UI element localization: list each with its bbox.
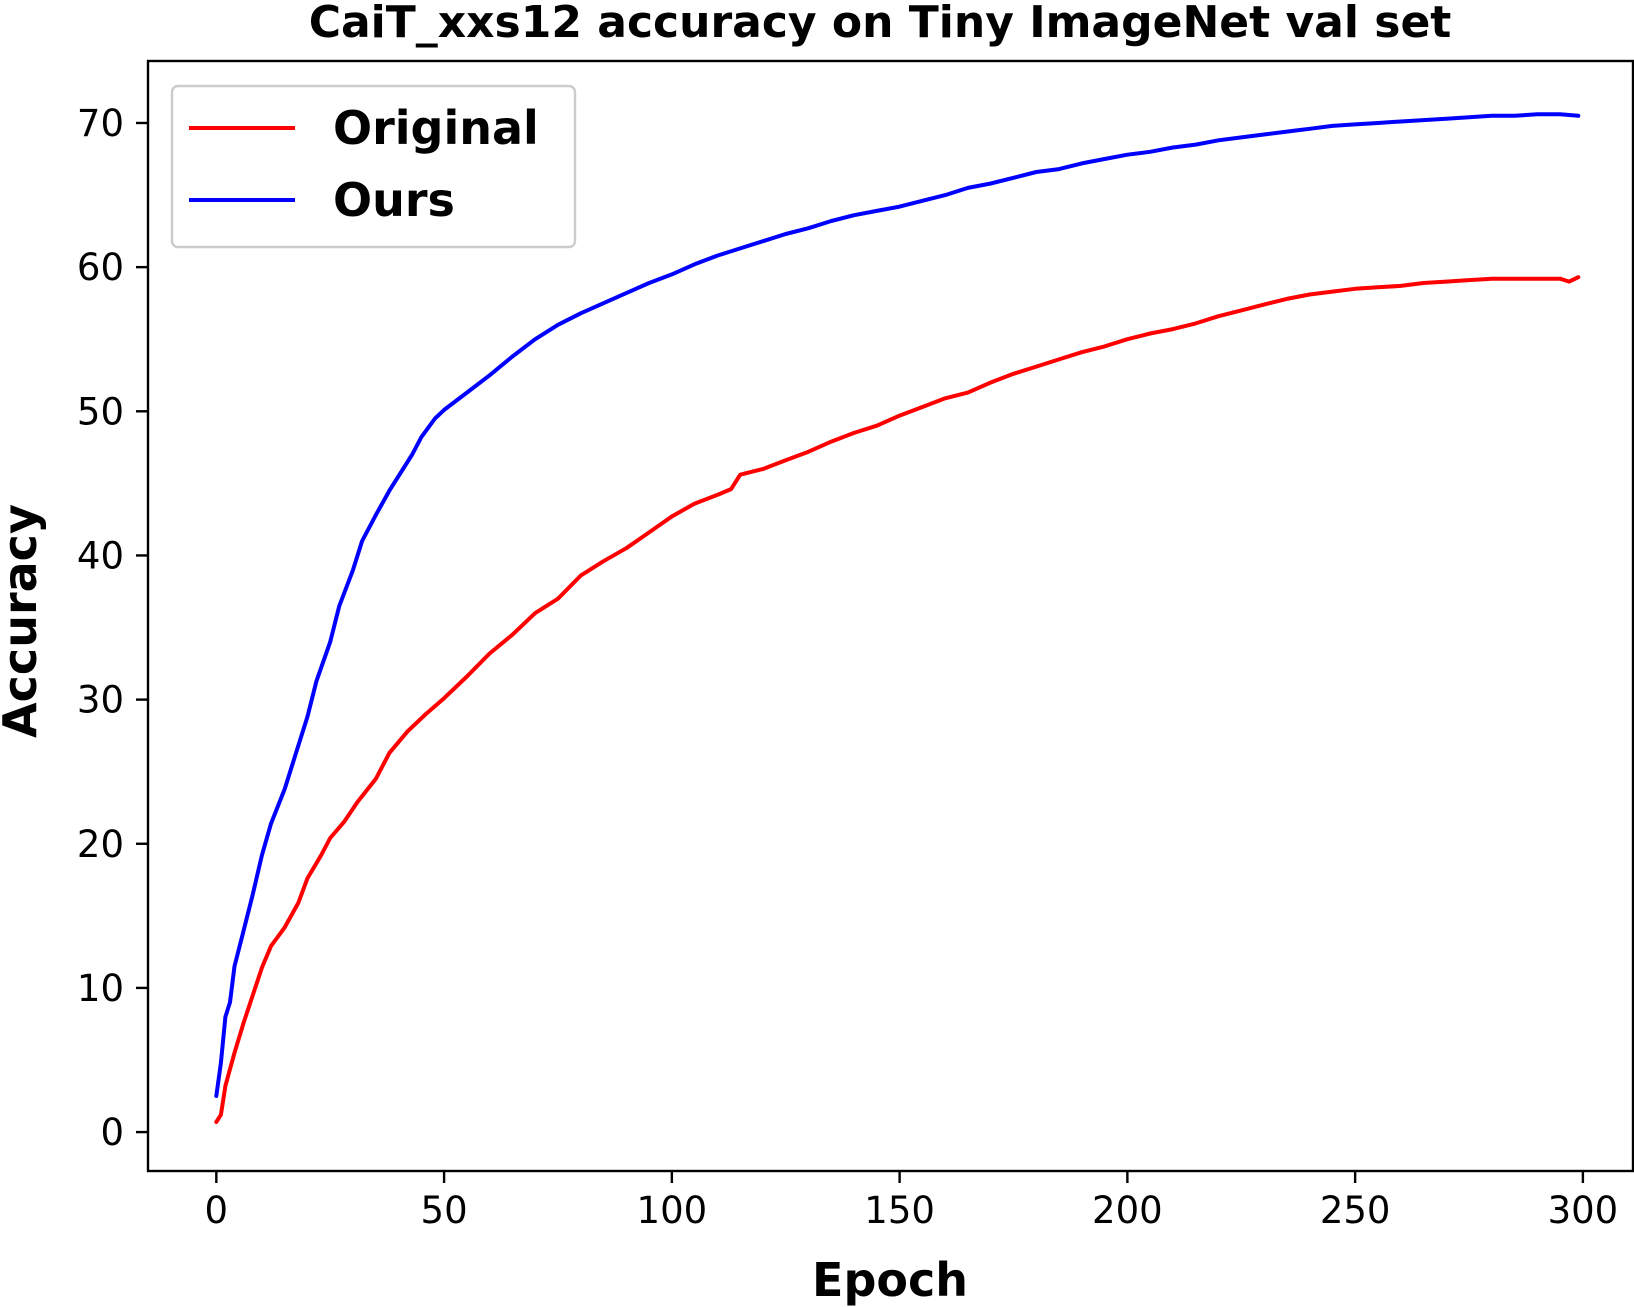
plot-area: 0 50 100 150 200 250 300 0 10 20 30 40 50 60 70 Origina… [77, 59, 1634, 1232]
y-axis-label: Accuracy [0, 504, 47, 738]
x-tick-label: 200 [1092, 1189, 1163, 1232]
y-tick-label: 0 [100, 1111, 124, 1154]
legend-label-ours: Ours [333, 173, 455, 227]
y-tick-label: 20 [77, 823, 124, 866]
y-tick-label: 40 [77, 534, 124, 577]
plot-frame [146, 59, 1634, 1173]
y-tick-label: 50 [77, 390, 124, 433]
y-tick-label: 30 [77, 679, 124, 722]
y-tick-label: 60 [77, 246, 124, 289]
series-line-original [214, 275, 1581, 1124]
x-tick-label: 0 [205, 1189, 229, 1232]
legend: Original Ours [170, 84, 577, 249]
chart-title: CaiT_xxs12 accuracy on Tiny ImageNet val… [309, 0, 1452, 48]
x-tick-label: 250 [1320, 1189, 1391, 1232]
x-tick-label: 150 [864, 1189, 935, 1232]
x-tick-label: 100 [637, 1189, 708, 1232]
x-axis-label: Epoch [812, 1253, 968, 1307]
x-tick-label: 50 [421, 1189, 468, 1232]
series-line-ours [214, 112, 1581, 1098]
legend-label-original: Original [333, 101, 539, 155]
y-tick-label: 70 [77, 102, 124, 145]
y-tick-label: 10 [77, 967, 124, 1010]
x-tick-label: 300 [1548, 1189, 1619, 1232]
